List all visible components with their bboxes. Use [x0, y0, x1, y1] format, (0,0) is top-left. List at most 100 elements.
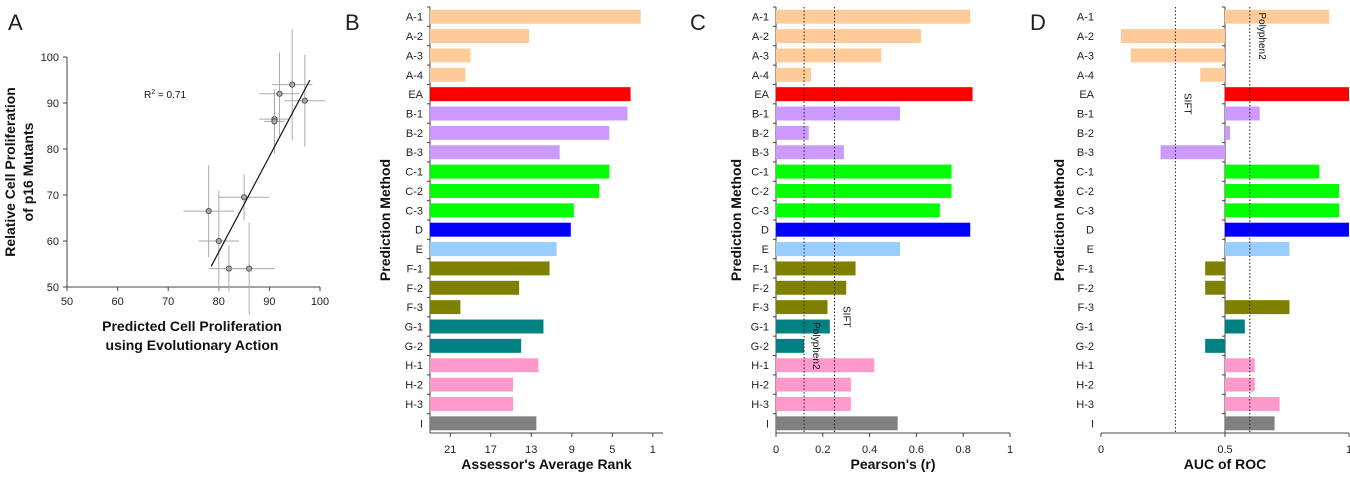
r-squared-value: = 0.71 — [155, 90, 186, 101]
y-axis-title: Prediction Method — [377, 159, 393, 281]
category-label: I — [420, 418, 423, 430]
category-label: A-2 — [752, 31, 769, 43]
r-squared-superscript: 2 — [151, 89, 155, 96]
x-tick-label: 0.8 — [956, 444, 971, 456]
category-label: E — [416, 244, 423, 256]
reference-line-label: SIFT — [841, 306, 852, 328]
category-label: F-1 — [753, 263, 770, 275]
category-label: B-3 — [752, 147, 769, 159]
x-axis-title: AUC of ROC — [1184, 456, 1266, 472]
bar — [1225, 396, 1280, 411]
bar — [430, 261, 550, 276]
category-label: I — [766, 418, 769, 430]
bar — [430, 106, 628, 121]
bar — [776, 261, 856, 276]
bar — [430, 183, 600, 198]
category-label: C-1 — [405, 167, 423, 179]
category-label: C-1 — [751, 167, 769, 179]
category-label: F-2 — [407, 283, 424, 295]
bar — [1225, 106, 1260, 121]
x-tick-label: 0.2 — [815, 444, 830, 456]
category-label: A-4 — [406, 70, 423, 82]
fit-line — [210, 79, 311, 267]
bar — [776, 203, 940, 218]
y-axis-title: of p16 Mutants — [20, 122, 36, 221]
category-label: F-2 — [753, 283, 770, 295]
bar — [1225, 416, 1275, 431]
x-axis-title: Assessor's Average Rank — [461, 456, 632, 472]
x-tick-label: 9 — [569, 444, 575, 456]
bar — [776, 396, 851, 411]
y-tick-label: 50 — [47, 282, 59, 294]
category-label: F-2 — [1078, 283, 1095, 295]
data-point — [289, 81, 296, 88]
bar — [1225, 87, 1349, 102]
category-label: B-2 — [752, 128, 769, 140]
category-label: A-2 — [1077, 31, 1094, 43]
x-tick-label: 5 — [609, 444, 615, 456]
category-label: C-3 — [1076, 205, 1094, 217]
category-label: A-2 — [406, 31, 423, 43]
x-tick-label: 70 — [162, 296, 174, 308]
category-label: F-1 — [407, 263, 424, 275]
data-point — [205, 208, 212, 215]
category-label: F-3 — [407, 302, 424, 314]
category-label: H-3 — [405, 399, 423, 411]
category-label: G-2 — [405, 341, 423, 353]
category-label: C-3 — [751, 205, 769, 217]
x-tick-label: 0 — [773, 444, 779, 456]
data-point — [215, 237, 222, 245]
category-label: E — [1087, 244, 1094, 256]
category-label: D — [1086, 225, 1094, 237]
category-label: D — [415, 225, 423, 237]
category-label: H-3 — [751, 399, 769, 411]
x-axis-title: using Evolutionary Action — [106, 337, 279, 353]
category-label: B-1 — [752, 109, 769, 121]
bar — [1225, 358, 1255, 373]
panel-label: C — [690, 10, 706, 35]
auc-bar-panel: A-1 A-2 A-3 A-4 EA B-1 B-2 B-3 C-1 C-2 C-3 DE F-1 F-2… — [1051, 6, 1350, 472]
category-label: H-2 — [405, 380, 423, 392]
x-tick-label: 0.6 — [909, 444, 924, 456]
bar — [776, 164, 952, 179]
bar — [1225, 222, 1349, 237]
category-label: G-1 — [405, 322, 423, 334]
category-label: A-3 — [406, 50, 423, 62]
x-tick-label: 0.4 — [862, 444, 877, 456]
bar — [1225, 164, 1320, 179]
bar — [430, 280, 520, 295]
bar — [430, 87, 631, 102]
panel-label: A — [8, 10, 23, 35]
bar — [430, 416, 537, 431]
category-label: C-2 — [1076, 186, 1094, 198]
r-squared-base: R — [144, 90, 151, 101]
category-label: A-1 — [406, 12, 423, 24]
x-tick-label: 0.5 — [1217, 444, 1232, 456]
bar — [1225, 377, 1255, 392]
bar — [776, 29, 922, 44]
bar — [430, 222, 571, 237]
bar — [776, 358, 875, 373]
category-label: B-2 — [1077, 128, 1094, 140]
bar — [1225, 242, 1290, 257]
category-label: B-1 — [406, 109, 423, 121]
bar — [430, 396, 514, 411]
bar — [1225, 9, 1330, 24]
category-label: C-2 — [751, 186, 769, 198]
data-point — [271, 118, 278, 125]
rank-bar-panel: A-1 A-2 A-3 A-4 EA B-1 B-2 B-3 C-1 C-2 C-3 DE F-1 F-2… — [377, 6, 663, 472]
data-point — [246, 265, 253, 272]
category-label: EA — [1079, 89, 1094, 101]
category-label: H-1 — [1076, 360, 1094, 372]
category-label: D — [761, 225, 769, 237]
bar — [776, 338, 805, 353]
data-point — [276, 90, 283, 97]
category-label: H-2 — [751, 380, 769, 392]
category-label: G-2 — [751, 341, 769, 353]
category-label: A-3 — [752, 50, 769, 62]
x-tick-label: 60 — [111, 296, 123, 308]
y-axis-title: Prediction Method — [728, 159, 744, 281]
y-axis-title: Relative Cell Proliferation — [2, 87, 18, 257]
category-label: C-3 — [405, 205, 423, 217]
bar — [1130, 48, 1225, 63]
